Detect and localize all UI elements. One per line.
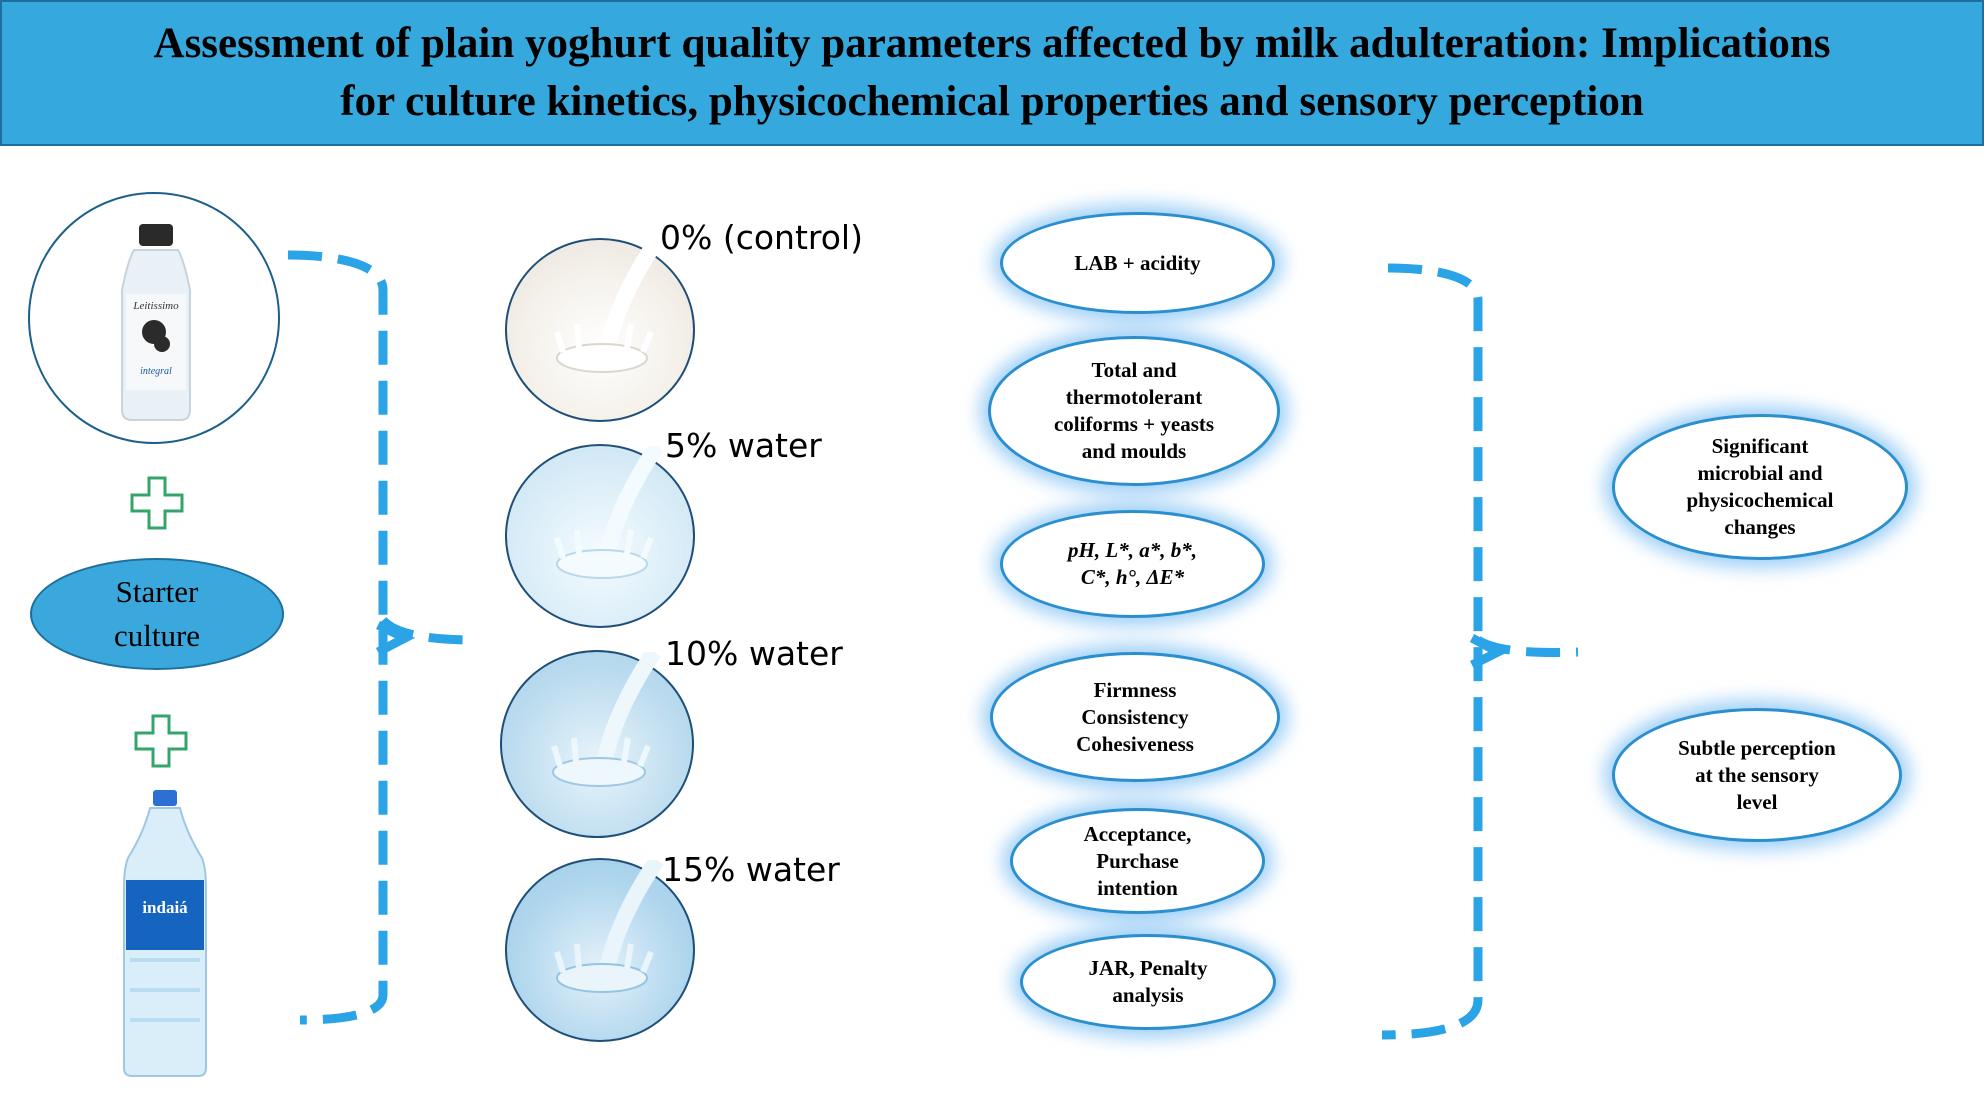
outcome-oval-changes: Significant microbial and physicochemica…: [1612, 414, 1908, 560]
plus-icon-1: [130, 476, 184, 530]
treatment-label-0: 0% (control): [660, 218, 863, 257]
left-bracket-arrow: [379, 616, 476, 645]
analysis-oval-coliforms: Total and thermotolerant coliforms + yea…: [988, 336, 1280, 486]
analysis-oval-ph-color: pH, L*, a*, b*, C*, h°, ΔE*: [1000, 510, 1265, 618]
starter-culture-oval: Starter culture: [30, 558, 284, 670]
treatment-circle-0: [505, 238, 695, 422]
treatment-circle-5: [505, 444, 695, 628]
treatment-circle-15: [505, 858, 695, 1042]
analysis-label-lab-acidity: LAB + acidity: [1074, 250, 1201, 275]
left-bracket: [287, 250, 388, 1025]
analysis-label-coliforms: Total and thermotolerant coliforms + yea…: [1053, 358, 1215, 463]
analysis-oval-acceptance: Acceptance, Purchase intention: [1010, 808, 1265, 914]
analysis-label-acceptance: Acceptance, Purchase intention: [1083, 821, 1192, 900]
title-line-2: for culture kinetics, physicochemical pr…: [340, 78, 1644, 125]
treatment-label-15: 15% water: [662, 850, 840, 889]
analysis-oval-texture: Firmness Consistency Cohesiveness: [990, 652, 1280, 782]
milk-bottle-circle: Leitissimo integral: [28, 192, 280, 444]
right-bracket-tip: [1469, 634, 1508, 670]
treatment-label-10: 10% water: [665, 634, 843, 673]
milk-splash-icon: [554, 446, 664, 579]
water-brand-text: indaiá: [142, 898, 188, 917]
left-bracket-tip: [375, 620, 416, 656]
right-bracket: [1381, 263, 1483, 1040]
title-line-1: Assessment of plain yoghurt quality para…: [153, 20, 1831, 67]
milk-brand-text: Leitissimo: [133, 300, 179, 312]
outcome-label-changes: Significant microbial and physicochemica…: [1686, 434, 1834, 539]
milk-variant-text: integral: [140, 366, 172, 377]
outcome-oval-sensory: Subtle perception at the sensory level: [1612, 708, 1902, 842]
analysis-label-texture: Firmness Consistency Cohesiveness: [1076, 677, 1194, 756]
milk-splash-icon: [551, 652, 661, 787]
analysis-oval-lab-acidity: LAB + acidity: [1000, 212, 1275, 314]
analysis-oval-jar: JAR, Penalty analysis: [1020, 934, 1276, 1030]
outcome-label-sensory: Subtle perception at the sensory level: [1678, 735, 1836, 814]
analysis-label-jar: JAR, Penalty analysis: [1088, 956, 1208, 1007]
treatment-label-5: 5% water: [665, 426, 822, 465]
analysis-label-ph-color: pH, L*, a*, b*, C*, h°, ΔE*: [1068, 538, 1197, 589]
title-banner: Assessment of plain yoghurt quality para…: [0, 0, 1984, 146]
treatment-circle-10: [500, 650, 694, 838]
milk-bottle-icon: [121, 224, 191, 421]
starter-culture-label: Starter culture: [113, 574, 201, 653]
milk-splash-icon: [554, 240, 664, 373]
plus-icon-2: [134, 714, 188, 768]
milk-splash-icon: [554, 860, 664, 993]
